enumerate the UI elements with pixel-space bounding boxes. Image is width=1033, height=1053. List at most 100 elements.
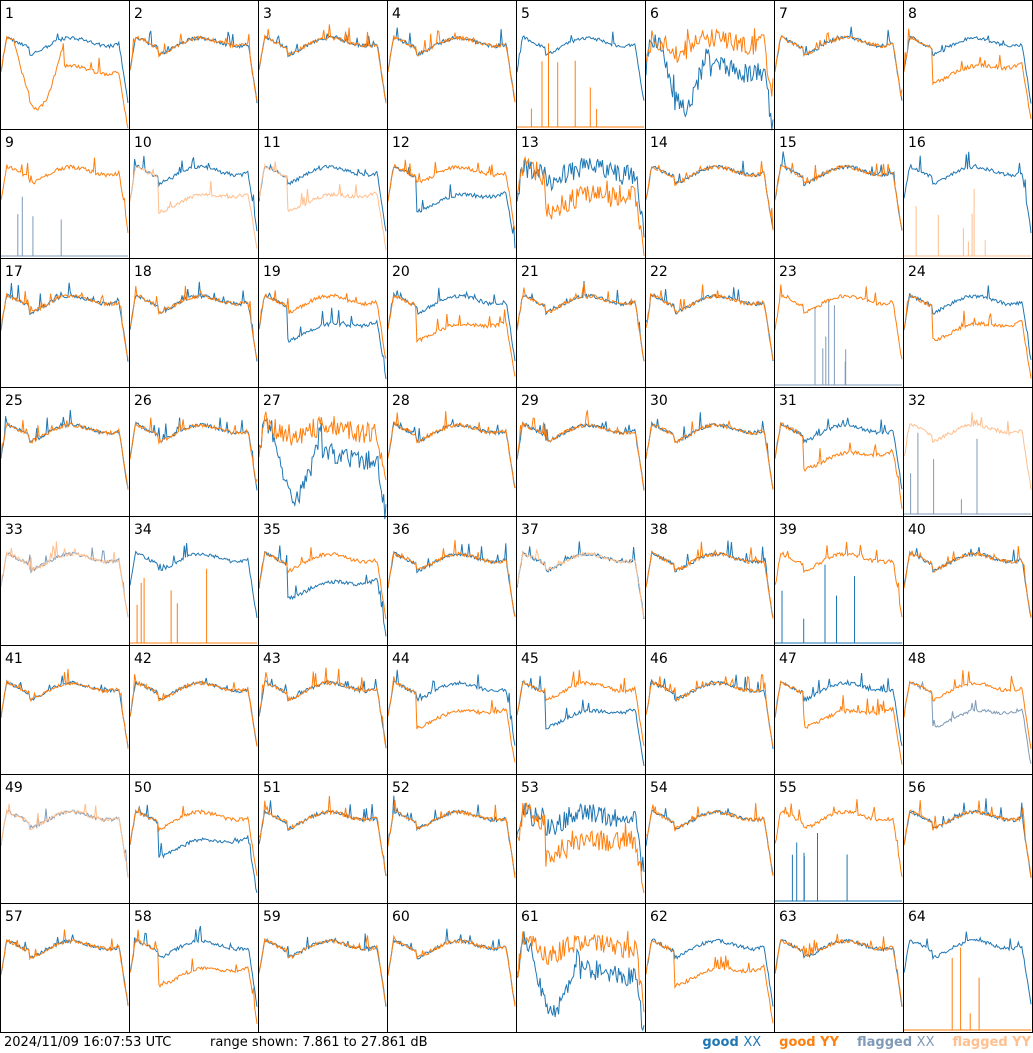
panel-48-yy-line xyxy=(903,670,1032,749)
panel-label: 41 xyxy=(5,651,23,667)
panel-36-yy-line xyxy=(387,540,516,618)
panel-34-xx-line xyxy=(129,543,258,618)
panel-label: 39 xyxy=(779,522,797,538)
panel-10-xx-line xyxy=(129,155,258,232)
panel-35-yy-line xyxy=(258,547,387,620)
panel-17: 17 xyxy=(0,258,130,388)
panel-5-xx-line xyxy=(516,31,645,101)
panel-43-yy-line xyxy=(258,667,387,749)
panel-label: 50 xyxy=(134,780,152,796)
panel-label: 48 xyxy=(908,651,926,667)
panel-label: 21 xyxy=(521,264,539,280)
panel-label: 5 xyxy=(521,6,530,22)
panel-61-xx-line xyxy=(516,931,645,1032)
panel-18-yy-line xyxy=(129,285,258,359)
panel-26: 26 xyxy=(129,387,259,517)
panel-57-xx-line xyxy=(0,934,129,1006)
legend-good-yy: good YY xyxy=(779,1035,839,1050)
panel-29-yy-line xyxy=(516,410,645,491)
panel-11-xx-line xyxy=(258,163,387,232)
panel-3: 3 xyxy=(258,0,388,130)
panel-label: 8 xyxy=(908,6,917,22)
panel-60-xx-line xyxy=(387,928,516,1004)
panel-63-xx-line xyxy=(774,938,903,1007)
panel-10-yy-line xyxy=(129,165,258,249)
panel-35-xx-line xyxy=(258,545,387,637)
panel-25-yy-line xyxy=(0,420,129,490)
panel-61-yy-line xyxy=(516,930,645,1013)
panel-17-xx-line xyxy=(0,282,129,362)
panel-label: 51 xyxy=(263,780,281,796)
panel-46-xx-line xyxy=(645,674,774,749)
panel-22: 22 xyxy=(645,258,775,388)
panel-label: 49 xyxy=(5,780,23,796)
panel-label: 62 xyxy=(650,909,668,925)
panel-46-yy-line xyxy=(645,674,774,747)
panel-41-xx-line xyxy=(0,675,129,747)
panel-53: 53 xyxy=(516,774,646,904)
panel-52-yy-line xyxy=(387,800,516,879)
panel-label: 36 xyxy=(392,522,410,538)
panel-23-yy-line xyxy=(774,284,903,360)
panel-12-xx-line xyxy=(387,166,516,249)
panel-label: 17 xyxy=(5,264,23,280)
panel-label: 9 xyxy=(5,135,14,151)
range-text: range shown: 7.861 to 27.861 dB xyxy=(210,1035,428,1050)
panel-62-yy-line xyxy=(645,940,774,1024)
panel-16-yy-line xyxy=(904,188,1031,257)
panel-label: 34 xyxy=(134,522,152,538)
panel-19-yy-line xyxy=(258,290,387,359)
panel-17-yy-line xyxy=(0,290,129,359)
panel-42-yy-line xyxy=(129,674,258,747)
panel-2-frame xyxy=(129,0,259,130)
panel-label: 52 xyxy=(392,780,410,796)
panel-20-yy-line xyxy=(387,293,516,377)
panel-label: 11 xyxy=(263,135,281,151)
panel-59-xx-line xyxy=(258,933,387,1007)
panel-6: 6 xyxy=(645,0,775,131)
panel-3-frame xyxy=(258,0,388,130)
panel-2-yy-line xyxy=(129,33,258,102)
panel-44-xx-line xyxy=(387,669,516,746)
panel-58: 58 xyxy=(129,903,259,1033)
panel-53-yy-line xyxy=(516,802,645,894)
panel-label: 57 xyxy=(5,909,23,925)
panel-60: 60 xyxy=(387,903,517,1033)
panel-32-yy-line xyxy=(903,412,1032,490)
panel-40-xx-line xyxy=(903,547,1032,618)
panel-29: 29 xyxy=(516,387,646,517)
panel-label: 25 xyxy=(5,393,23,409)
panel-label: 22 xyxy=(650,264,668,280)
panel-33: 33 xyxy=(0,516,130,646)
panel-12: 12 xyxy=(387,129,517,259)
panel-9-xx-line xyxy=(1,196,128,257)
panel-55: 55 xyxy=(774,774,904,904)
panel-58-yy-line xyxy=(129,929,258,1024)
panel-34-yy-line xyxy=(130,568,257,644)
panel-20: 20 xyxy=(387,258,517,388)
panel-8-yy-line xyxy=(903,28,1032,120)
panel-27: 27 xyxy=(258,387,388,520)
panel-34: 34 xyxy=(129,516,259,646)
panel-64: 64 xyxy=(903,903,1033,1033)
panel-5: 5 xyxy=(516,0,646,130)
panel-label: 15 xyxy=(779,135,797,151)
panel-label: 60 xyxy=(392,909,410,925)
panel-21: 21 xyxy=(516,258,646,388)
panel-37: 37 xyxy=(516,516,646,646)
panel-33-yy-line xyxy=(0,541,129,618)
panel-label: 1 xyxy=(5,6,14,22)
panel-50-xx-line xyxy=(129,804,258,893)
panel-45: 45 xyxy=(516,645,646,775)
panel-label: 31 xyxy=(779,393,797,409)
panel-6-yy-line xyxy=(645,28,774,97)
panel-7: 7 xyxy=(774,0,904,130)
panel-25: 25 xyxy=(0,387,130,517)
panel-38: 38 xyxy=(645,516,775,646)
panel-39-xx-line xyxy=(775,564,902,644)
panel-55-xx-line xyxy=(775,833,902,902)
panel-38-xx-line xyxy=(645,540,774,617)
panel-4-frame xyxy=(387,0,517,130)
panel-32: 32 xyxy=(903,387,1033,517)
